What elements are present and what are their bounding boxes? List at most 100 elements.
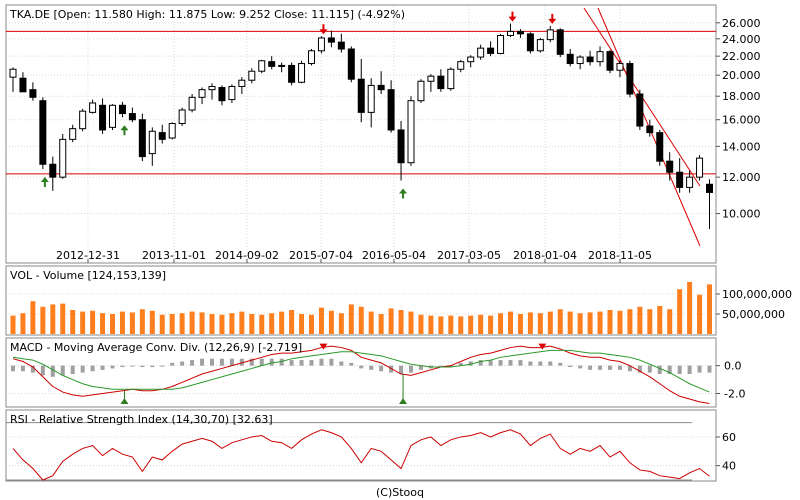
macd-histogram-bar [40,365,45,376]
volume-bar [458,316,464,334]
macd-histogram-bar [210,358,214,366]
candle-body [686,176,694,188]
macd-histogram-bar [339,361,344,366]
macd-histogram-bar [90,365,95,372]
volume-bar [20,313,26,334]
candle-body [477,47,485,58]
candle-body [337,41,345,50]
candle-body [696,157,704,178]
macd-histogram-bar [518,360,523,366]
buy-arrow-icon [120,125,129,136]
volume-bar [657,306,663,334]
price-y-tick-label: 10.000 [722,208,761,221]
macd-histogram-bar [627,365,632,372]
candle-body [377,84,385,91]
volume-bar [587,312,593,334]
candle-body [109,104,116,128]
candle-body [89,102,97,113]
volume-bar [149,310,155,334]
volume-bar [537,313,543,334]
macd-histogram-bar [418,365,423,370]
candle-body [128,113,136,121]
macd-histogram-bar [229,358,234,366]
price-candles [9,23,713,230]
price-x-tick-label: 2013-11-01 [142,249,206,262]
volume-bar [169,314,175,334]
candle-body [79,110,87,130]
candle-body [427,75,435,82]
rsi-y-tick-label: 60 [722,431,736,444]
rsi-line [12,429,710,481]
candle-body [158,132,166,140]
macd-histogram-bar [359,365,364,369]
candle-body [148,130,156,155]
volume-y-axis: 100,000,000 50,000,000 [716,288,792,321]
candle-body [636,93,644,127]
sell-arrow-icon [548,13,557,24]
macd-histogram-bar [80,365,85,373]
volume-bar [179,313,185,334]
volume-bar [119,311,125,334]
volume-bar [637,306,643,334]
volume-bar [318,307,324,334]
macd-histogram-bar [249,358,254,366]
volume-bar [577,313,583,334]
volume-bar [627,309,633,334]
macd-lines [12,345,710,404]
candle-body [526,33,534,52]
price-y-tick-label: 22.000 [722,50,761,63]
volume-bar [687,282,693,334]
volume-bar [498,313,504,334]
volume-bar [219,314,225,334]
volume-title: VOL - Volume [124,153,139] [10,269,166,282]
buy-triangle-icon [399,398,408,404]
candle-body [118,104,126,115]
volume-bar [567,311,573,334]
volume-bar [358,306,364,334]
candle-body [507,30,514,36]
candle-body [566,53,574,65]
price-x-tick-label: 2018-11-05 [588,249,652,262]
candle-body [666,160,674,173]
macd-histogram-bar [219,358,224,366]
candle-body [357,78,365,113]
macd-panel: 0.0 -2.0 MACD - Moving Average Conv. Div.… [5,337,745,408]
price-signal-arrows [40,11,557,199]
macd-signal-line [12,349,710,393]
macd-histogram-bar [269,358,274,366]
candle-body [288,64,296,83]
candle-body [586,56,594,63]
candle-body [497,34,505,54]
macd-histogram-bar [150,365,155,368]
volume-bar [249,314,255,334]
volume-bar [527,312,533,334]
macd-histogram-bar [697,365,702,373]
candle-body [367,84,375,113]
candle-body [208,85,216,91]
candle-body [278,64,286,67]
macd-histogram-bar [647,365,652,373]
volume-bar [279,311,285,334]
volume-bar [110,314,115,334]
volume-bar [388,308,394,334]
candle-body [576,56,584,65]
macd-histogram-bar [498,360,503,366]
macd-histogram-bar [279,358,284,366]
volume-bar [159,314,165,334]
sell-triangle-icon [319,343,328,350]
volume-bar [667,309,673,334]
candle-body [138,119,146,158]
candle-body [238,79,246,87]
macd-histogram-bar [438,365,443,368]
volume-bar [259,314,265,334]
candle-body [228,85,236,101]
macd-histogram-bar [478,360,483,366]
macd-histogram [11,358,712,377]
macd-histogram-bar [289,360,294,366]
macd-histogram-bar [30,365,35,373]
volume-bar [647,309,653,334]
volume-bar [129,312,135,334]
macd-histogram-bar [687,365,692,374]
candle-body [487,47,495,54]
macd-histogram-bar [130,365,135,367]
